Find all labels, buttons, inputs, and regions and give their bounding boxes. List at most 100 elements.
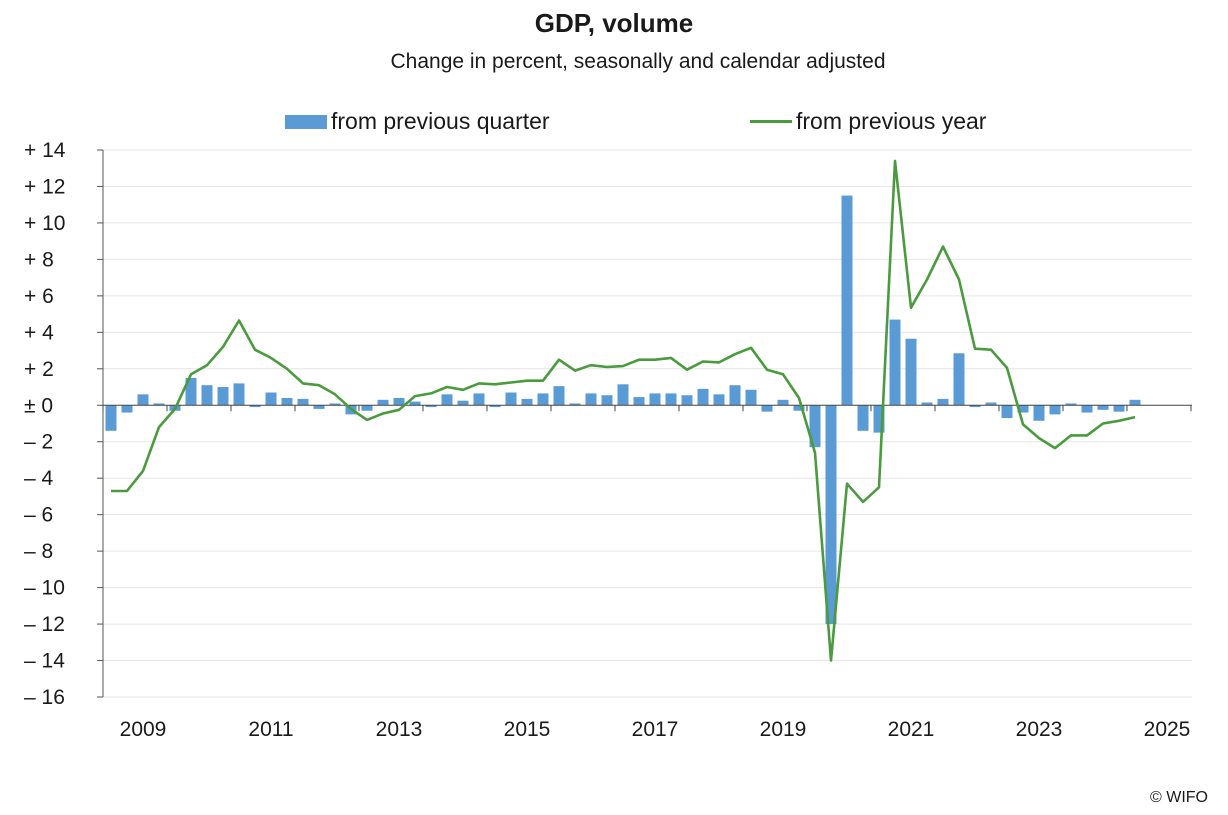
- x-tick-label: 2009: [120, 718, 167, 741]
- bar-quarter: [1033, 405, 1045, 421]
- bar-quarter: [969, 405, 981, 408]
- bar-quarter: [1097, 405, 1109, 410]
- bar-quarter: [105, 405, 117, 431]
- legend-swatch-bar: [285, 114, 327, 129]
- x-tick-label: 2013: [376, 718, 423, 741]
- bar-quarter: [425, 405, 437, 408]
- legend-swatch-line: [750, 120, 792, 123]
- bar-quarter: [649, 393, 661, 406]
- bar-quarter: [793, 405, 805, 411]
- bar-quarter: [1017, 405, 1029, 413]
- bar-quarter: [153, 403, 165, 406]
- bar-quarter: [377, 399, 389, 406]
- bar-quarter: [121, 405, 133, 413]
- legend-label-year: from previous year: [796, 108, 987, 134]
- bar-quarter: [585, 393, 597, 406]
- bar-quarter: [329, 403, 341, 406]
- bar-quarter: [777, 399, 789, 406]
- bar-quarter: [1081, 405, 1093, 413]
- bar-quarter: [617, 384, 629, 406]
- y-tick-label: + 12: [24, 175, 65, 198]
- y-tick-label: – 2: [24, 431, 53, 454]
- x-tick-label: 2019: [760, 718, 807, 741]
- bar-quarter: [233, 383, 245, 406]
- bar-quarter: [537, 393, 549, 406]
- bar-quarter: [745, 389, 757, 406]
- y-tick-label: – 16: [24, 686, 65, 709]
- y-tick-label: – 8: [24, 540, 53, 563]
- bar-quarter: [633, 397, 645, 406]
- legend-item-year: from previous year: [750, 108, 986, 135]
- bar-quarter: [921, 402, 933, 406]
- bar-quarter: [681, 395, 693, 406]
- y-tick-label: – 6: [24, 504, 53, 527]
- bar-quarter: [761, 405, 773, 412]
- copyright: © WIFO: [1150, 789, 1208, 806]
- bar-quarter: [249, 405, 261, 408]
- bar-quarter: [505, 392, 517, 406]
- bar-quarter: [857, 405, 869, 431]
- bar-quarter: [1049, 405, 1061, 415]
- y-tick-label: + 14: [24, 139, 66, 162]
- y-tick-label: – 14: [24, 650, 65, 673]
- bar-quarter: [185, 377, 197, 406]
- x-tick-label: 2011: [248, 718, 293, 741]
- bar-quarter: [201, 385, 213, 406]
- bar-quarter: [281, 397, 293, 406]
- legend: from previous quarter from previous year: [0, 108, 1228, 138]
- bar-quarter: [601, 395, 613, 406]
- bar-quarter: [473, 393, 485, 406]
- bar-quarter: [665, 393, 677, 406]
- bar-quarter: [521, 398, 533, 406]
- legend-label-quarter: from previous quarter: [331, 108, 550, 134]
- y-tick-label: + 8: [24, 248, 54, 271]
- bar-quarter: [697, 388, 709, 406]
- y-tick-label: – 4: [24, 467, 54, 490]
- x-tick-label: 2025: [1144, 718, 1191, 741]
- bar-quarter: [985, 402, 997, 406]
- y-tick-label: + 10: [24, 212, 65, 235]
- bar-quarter: [937, 398, 949, 406]
- x-tick-label: 2023: [1016, 718, 1063, 741]
- x-tick-label: 2021: [888, 718, 935, 741]
- bar-quarter: [809, 405, 821, 448]
- bar-quarter: [137, 394, 149, 406]
- bar-quarter: [441, 394, 453, 406]
- y-tick-label: – 12: [24, 613, 65, 636]
- bar-quarter: [489, 405, 501, 408]
- x-tick-label: 2015: [504, 718, 551, 741]
- bar-quarter: [841, 195, 853, 406]
- x-tick-label: 2017: [632, 718, 679, 741]
- bar-quarter: [1001, 405, 1013, 419]
- bar-quarter: [729, 385, 741, 406]
- bar-quarter: [297, 398, 309, 406]
- chart-subtitle: Change in percent, seasonally and calend…: [390, 50, 886, 73]
- bar-quarter: [825, 405, 837, 625]
- bar-quarter: [1113, 405, 1125, 412]
- legend-item-quarter: from previous quarter: [285, 108, 550, 135]
- bar-quarter: [905, 338, 917, 406]
- line-year: [111, 159, 1136, 662]
- bar-quarter: [553, 386, 565, 406]
- y-tick-label: + 6: [24, 285, 54, 308]
- bar-quarter: [1129, 399, 1141, 406]
- bar-quarter: [1065, 403, 1077, 406]
- y-tick-label: + 4: [24, 321, 54, 344]
- chart-title: GDP, volume: [534, 8, 694, 38]
- bar-quarter: [873, 405, 885, 433]
- bar-quarter: [953, 353, 965, 406]
- bar-quarter: [265, 392, 277, 406]
- bar-quarter: [361, 405, 373, 411]
- bar-quarter: [217, 387, 229, 406]
- bar-quarter: [713, 394, 725, 406]
- bar-quarter: [889, 319, 901, 406]
- y-tick-label: – 10: [24, 577, 65, 600]
- bar-quarter: [393, 397, 405, 406]
- bar-quarter: [313, 405, 325, 409]
- bar-quarter: [569, 403, 581, 406]
- y-tick-label: ± 0: [24, 394, 53, 417]
- bar-quarter: [409, 401, 421, 406]
- y-tick-label: + 2: [24, 358, 54, 381]
- bar-quarter: [457, 400, 469, 406]
